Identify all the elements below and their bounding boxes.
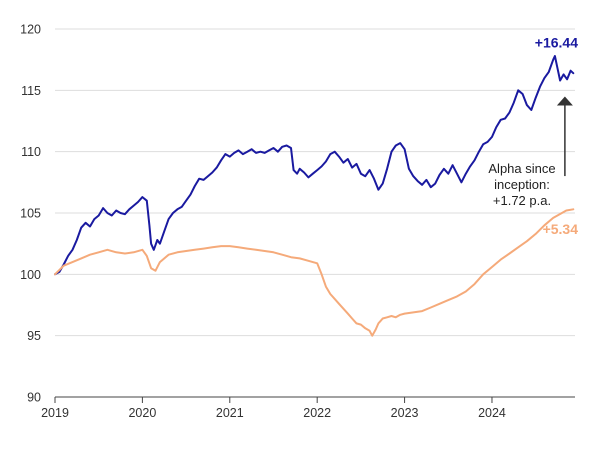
alpha-annotation-line-3: +1.72 p.a. — [493, 193, 551, 208]
y-tick-label-105: 105 — [20, 207, 41, 221]
x-tick-label-2022: 2022 — [303, 406, 331, 420]
series-line-1 — [54, 208, 575, 337]
y-tick-label-100: 100 — [20, 268, 41, 282]
y-tick-label-110: 110 — [21, 145, 41, 159]
alpha-arrow-head — [556, 96, 573, 106]
series-end-label-1: +5.34 — [543, 221, 579, 237]
x-tick-label-2024: 2024 — [478, 406, 506, 420]
x-tick-label-2023: 2023 — [391, 406, 419, 420]
alpha-annotation-line-1: Alpha since — [488, 161, 555, 176]
y-tick-label-115: 115 — [21, 84, 41, 98]
series-end-labels: +16.44 +5.34 — [535, 34, 578, 236]
y-axis-tick-labels: 90 95 100 105 110 115 120 — [20, 23, 41, 405]
series-lines — [54, 55, 575, 337]
x-axis: 2019 2020 2021 2022 2023 2024 — [41, 396, 575, 420]
y-tick-label-120: 120 — [20, 23, 41, 37]
x-tick-label-2019: 2019 — [41, 406, 69, 420]
y-tick-label-90: 90 — [27, 391, 41, 405]
x-tick-label-2021: 2021 — [216, 406, 244, 420]
y-tick-label-95: 95 — [27, 329, 41, 343]
series-end-label-0: +16.44 — [535, 34, 578, 50]
x-tick-label-2020: 2020 — [128, 406, 156, 420]
alpha-annotation-line-2: inception: — [494, 177, 550, 192]
gridlines — [55, 28, 575, 398]
series-line-0 — [54, 55, 575, 276]
